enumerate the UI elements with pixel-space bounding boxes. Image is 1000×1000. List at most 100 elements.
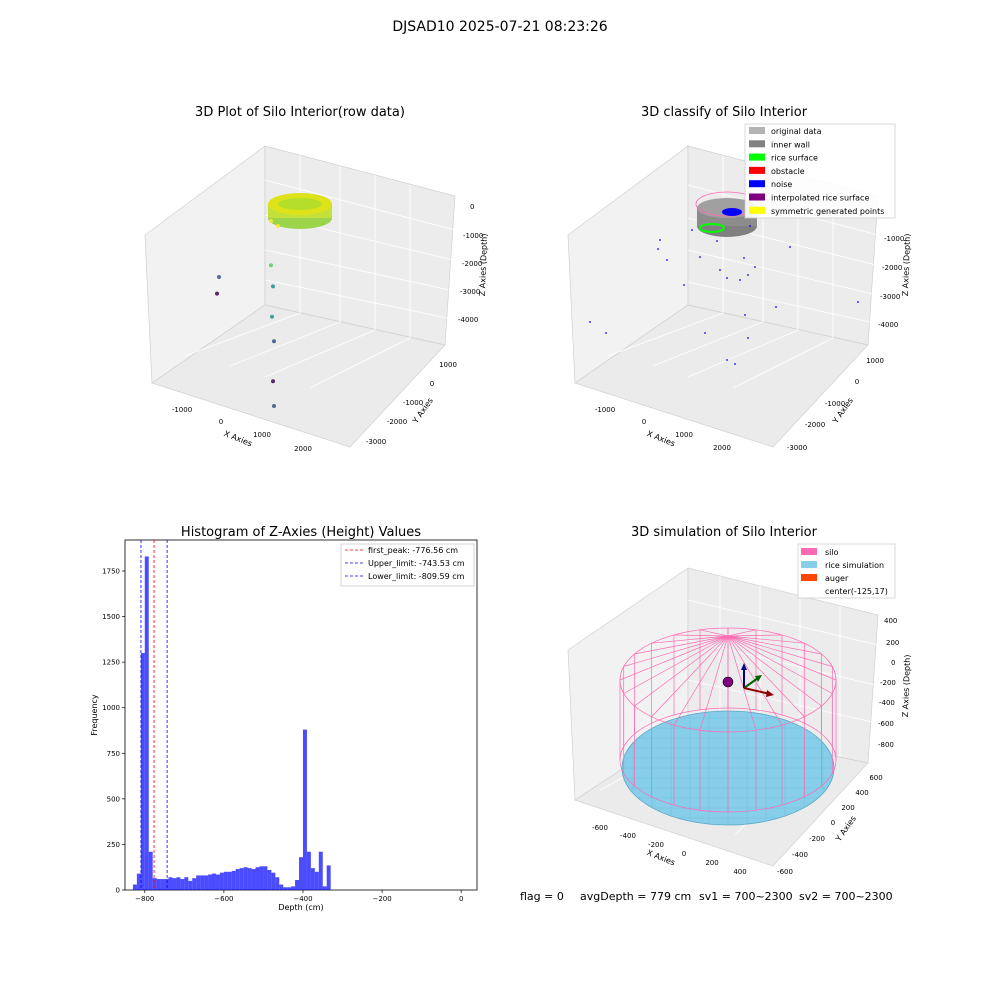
histogram-bar: [168, 877, 173, 890]
raw-data-point: [215, 291, 219, 296]
histogram-x-tick: 0: [459, 895, 463, 903]
legend-label: silo: [825, 548, 839, 557]
legend-label: rice surface: [771, 154, 818, 163]
raw-x-tick: 1000: [253, 431, 271, 439]
classify-z-tick: -3000: [880, 293, 900, 301]
noise-point: [699, 256, 701, 258]
sim-y-tick: 200: [841, 804, 854, 812]
histogram-x-ticks: −800 −600 −400 −200 0: [135, 890, 463, 903]
panel-histogram: Histogram of Z-Axies (Height) Values −80…: [90, 525, 478, 912]
raw-x-tick: 0: [219, 418, 223, 426]
histogram-y-tick: 500: [107, 795, 120, 803]
histogram-legend: first_peak: -776.56 cm Upper_limit: -743.…: [340, 543, 475, 587]
histogram-bar: [251, 869, 256, 890]
histogram-bar: [132, 884, 137, 890]
sim-y-tick: -400: [792, 851, 808, 859]
legend-label: symmetric generated points: [771, 207, 884, 216]
histogram-y-tick: 0: [116, 887, 120, 895]
histogram-bar: [239, 868, 244, 891]
histogram-bar: [148, 851, 153, 890]
histogram-bar: [263, 866, 268, 890]
noise-point: [659, 239, 661, 241]
histogram-bar: [215, 874, 220, 890]
histogram-bar: [326, 865, 331, 890]
histogram-bar: [212, 873, 216, 890]
classify-x-tick: 0: [642, 418, 646, 426]
noise-point: [726, 359, 728, 361]
raw-y-ticks: -3000 -2000 -1000 0 1000: [366, 361, 457, 446]
classify-y-tick: -1000: [825, 400, 845, 408]
noise-point: [739, 279, 741, 281]
raw-points: [215, 219, 280, 408]
histogram-bar: [200, 875, 205, 890]
histogram-bar: [306, 851, 311, 890]
legend-label: original data: [771, 127, 822, 136]
classify-silo-cylinder: [695, 191, 759, 237]
histogram-x-tick: −200: [372, 895, 391, 903]
sim-x-ticks: -600 -400 -200 0 200 400: [592, 824, 747, 876]
legend-label: auger: [825, 574, 849, 583]
histogram-bar: [140, 653, 145, 890]
histogram-y-label: Frequency: [90, 694, 99, 736]
legend-label: obstacle: [771, 167, 805, 176]
histogram-y-tick: 1500: [102, 613, 120, 621]
sim-x-tick: 200: [705, 859, 718, 867]
sim-y-arrow: [743, 677, 759, 689]
sim-x-label: X Axies: [646, 848, 677, 867]
sim-z-label: Z Axies (Depth): [901, 654, 912, 717]
histogram-reference-lines: [140, 540, 168, 890]
sim-z-tick: 400: [884, 617, 897, 625]
panel-simulation-3d: 3D simulation of Silo Interior: [567, 525, 912, 876]
classify-floor-pane: [574, 304, 869, 448]
raw-plot-title: 3D Plot of Silo Interior(row data): [195, 105, 405, 120]
sim-y-tick: -200: [809, 835, 825, 843]
noise-point: [691, 229, 693, 231]
raw-data-point: [217, 275, 221, 279]
histogram-bar: [172, 878, 177, 890]
histogram-bar: [196, 875, 201, 890]
raw-floor-pane: [151, 304, 446, 448]
legend-swatch: [749, 127, 765, 134]
panel-classify-3d: 3D classify of Silo Interior original da…: [567, 105, 912, 452]
histogram-bar: [152, 878, 157, 890]
noise-point: [754, 266, 756, 268]
raw-y-tick: -3000: [366, 438, 386, 446]
raw-data-point: [272, 339, 276, 344]
noise-point: [744, 314, 746, 316]
footer-sv2: sv2 = 700~2300: [799, 890, 893, 903]
histogram-bar: [188, 880, 193, 890]
histogram-bar: [291, 886, 296, 890]
sim-z-tick: 0: [891, 659, 895, 667]
sim-x-tick: -200: [648, 841, 664, 849]
histogram-bar: [267, 869, 272, 890]
histogram-bar: [283, 887, 288, 890]
classify-y-ticks: -3000 -2000 -1000 0 1000: [787, 357, 884, 452]
footer-sv1: sv1 = 700~2300: [699, 890, 793, 903]
histogram-bar: [259, 866, 264, 890]
raw-x-tick: 2000: [294, 445, 312, 453]
histogram-axes-frame: [124, 539, 478, 891]
histogram-bar: [231, 870, 236, 890]
histogram-bar: [176, 877, 181, 890]
raw-x-tick: -1000: [172, 406, 192, 414]
histogram-y-tick: 1000: [102, 704, 120, 712]
histogram-title: Histogram of Z-Axies (Height) Values: [181, 525, 421, 540]
legend-label: noise: [771, 180, 792, 189]
histogram-bar: [247, 868, 252, 891]
histogram-y-ticks: 0 250 500 750 1000 1250 1500 1750: [102, 567, 125, 895]
histogram-bars: [132, 556, 331, 891]
histogram-bar: [192, 878, 197, 890]
noise-point: [734, 363, 736, 365]
histogram-bar: [204, 875, 209, 890]
histogram-bar: [295, 879, 300, 890]
histogram-legend-label: Lower_limit: -809.59 cm: [368, 572, 465, 581]
raw-z-tick: -1000: [463, 232, 483, 240]
noise-point: [743, 257, 745, 259]
legend-swatch: [749, 180, 765, 188]
histogram-x-tick: −800: [135, 895, 154, 903]
histogram-bar: [160, 879, 165, 890]
noise-point: [657, 248, 659, 250]
classify-z-tick: -1000: [884, 235, 904, 243]
raw-data-point: [276, 224, 280, 228]
